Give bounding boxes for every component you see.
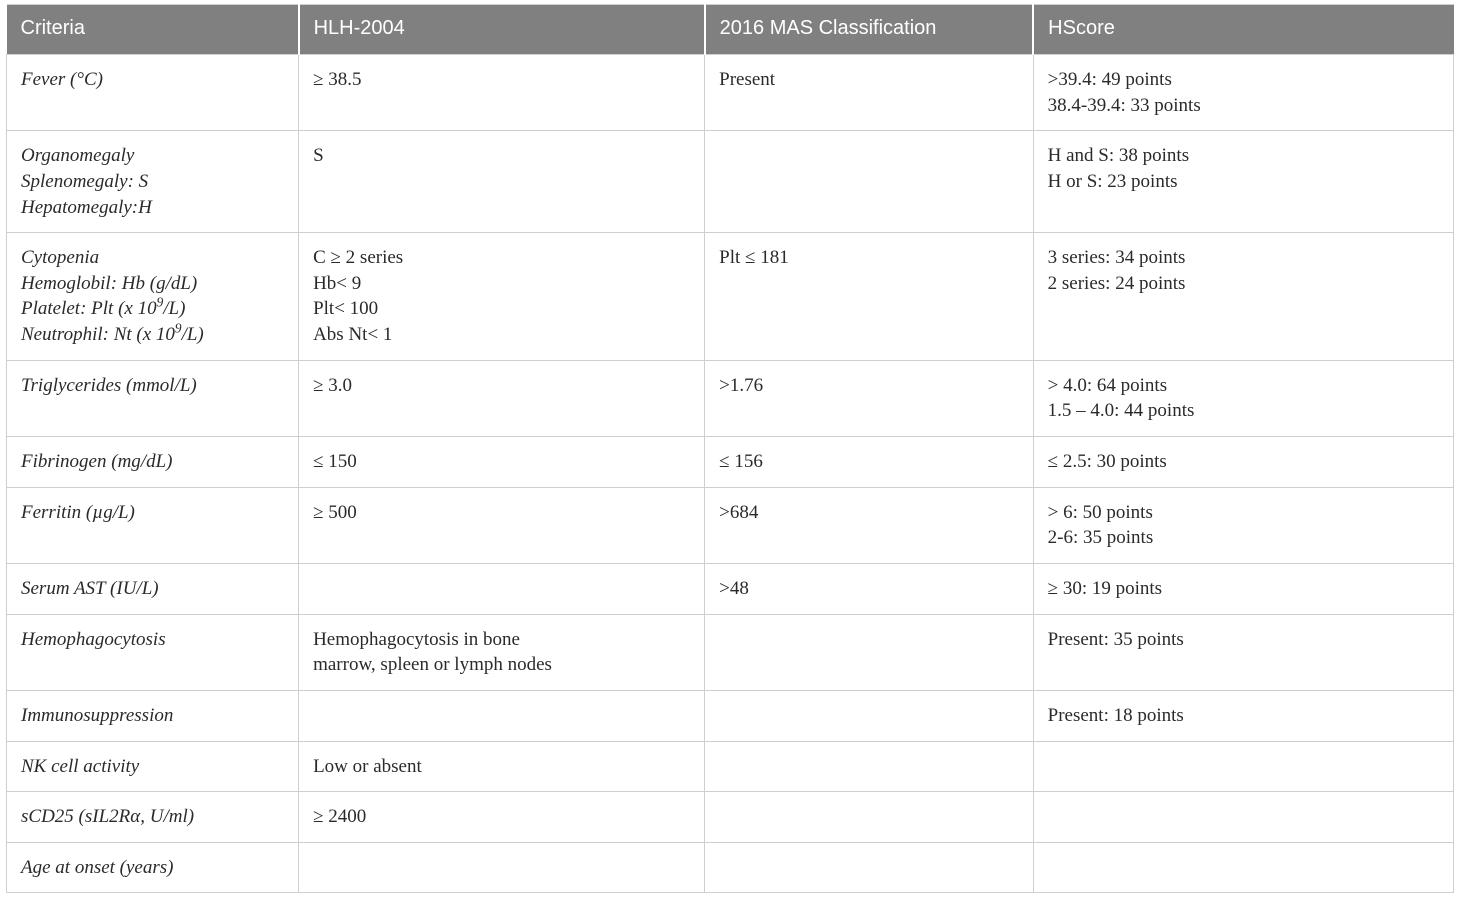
table-row: OrganomegalySplenomegaly: SHepatomegaly:… bbox=[7, 131, 1454, 233]
cell-hscore: 3 series: 34 points2 series: 24 points bbox=[1033, 233, 1453, 361]
cell-hscore: H and S: 38 pointsH or S: 23 points bbox=[1033, 131, 1453, 233]
table-row: Serum AST (IU/L) >48≥ 30: 19 points bbox=[7, 563, 1454, 614]
cell-hlh2004: C ≥ 2 seriesHb< 9Plt< 100Abs Nt< 1 bbox=[299, 233, 705, 361]
cell-mas2016 bbox=[705, 131, 1034, 233]
cell-criteria: Age at onset (years) bbox=[7, 842, 299, 893]
cell-hscore: ≥ 30: 19 points bbox=[1033, 563, 1453, 614]
criteria-table: Criteria HLH-2004 2016 MAS Classificatio… bbox=[6, 4, 1454, 893]
cell-criteria: Hemophagocytosis bbox=[7, 614, 299, 690]
cell-criteria: CytopeniaHemoglobil: Hb (g/dL)Platelet: … bbox=[7, 233, 299, 361]
cell-hlh2004: ≤ 150 bbox=[299, 437, 705, 488]
table-header: Criteria HLH-2004 2016 MAS Classificatio… bbox=[7, 5, 1454, 55]
cell-hscore: >39.4: 49 points38.4-39.4: 33 points bbox=[1033, 55, 1453, 131]
table-row: Immunosuppression Present: 18 points bbox=[7, 690, 1454, 741]
cell-criteria: Triglycerides (mmol/L) bbox=[7, 360, 299, 436]
cell-hlh2004: ≥ 38.5 bbox=[299, 55, 705, 131]
cell-mas2016: Present bbox=[705, 55, 1034, 131]
table-row: HemophagocytosisHemophagocytosis in bone… bbox=[7, 614, 1454, 690]
cell-hscore: > 6: 50 points2-6: 35 points bbox=[1033, 487, 1453, 563]
col-header-hlh2004: HLH-2004 bbox=[299, 5, 705, 55]
cell-hscore: Present: 35 points bbox=[1033, 614, 1453, 690]
table-row: sCD25 (sIL2Rα, U/ml)≥ 2400 bbox=[7, 792, 1454, 843]
cell-criteria: Ferritin (µg/L) bbox=[7, 487, 299, 563]
cell-hlh2004 bbox=[299, 563, 705, 614]
cell-hlh2004: Hemophagocytosis in bonemarrow, spleen o… bbox=[299, 614, 705, 690]
cell-mas2016: >48 bbox=[705, 563, 1034, 614]
cell-criteria: Immunosuppression bbox=[7, 690, 299, 741]
cell-criteria: Serum AST (IU/L) bbox=[7, 563, 299, 614]
table-row: NK cell activityLow or absent bbox=[7, 741, 1454, 792]
cell-hscore bbox=[1033, 741, 1453, 792]
col-header-hscore: HScore bbox=[1033, 5, 1453, 55]
col-header-mas2016: 2016 MAS Classification bbox=[705, 5, 1034, 55]
cell-mas2016 bbox=[705, 792, 1034, 843]
cell-hscore bbox=[1033, 842, 1453, 893]
table-row: Fever (°C)≥ 38.5Present>39.4: 49 points3… bbox=[7, 55, 1454, 131]
table-row: Fibrinogen (mg/dL)≤ 150≤ 156≤ 2.5: 30 po… bbox=[7, 437, 1454, 488]
col-header-criteria: Criteria bbox=[7, 5, 299, 55]
table-body: Fever (°C)≥ 38.5Present>39.4: 49 points3… bbox=[7, 55, 1454, 893]
table-row: Ferritin (µg/L)≥ 500>684> 6: 50 points2-… bbox=[7, 487, 1454, 563]
cell-hlh2004: ≥ 3.0 bbox=[299, 360, 705, 436]
cell-criteria: NK cell activity bbox=[7, 741, 299, 792]
cell-hscore: ≤ 2.5: 30 points bbox=[1033, 437, 1453, 488]
cell-criteria: Fibrinogen (mg/dL) bbox=[7, 437, 299, 488]
cell-criteria: sCD25 (sIL2Rα, U/ml) bbox=[7, 792, 299, 843]
cell-hlh2004 bbox=[299, 690, 705, 741]
cell-mas2016 bbox=[705, 614, 1034, 690]
cell-hlh2004 bbox=[299, 842, 705, 893]
cell-hscore: Present: 18 points bbox=[1033, 690, 1453, 741]
cell-hscore: > 4.0: 64 points1.5 – 4.0: 44 points bbox=[1033, 360, 1453, 436]
cell-mas2016: >684 bbox=[705, 487, 1034, 563]
cell-hlh2004: S bbox=[299, 131, 705, 233]
header-row: Criteria HLH-2004 2016 MAS Classificatio… bbox=[7, 5, 1454, 55]
table-row: CytopeniaHemoglobil: Hb (g/dL)Platelet: … bbox=[7, 233, 1454, 361]
table-row: Age at onset (years) bbox=[7, 842, 1454, 893]
table-row: Triglycerides (mmol/L)≥ 3.0>1.76> 4.0: 6… bbox=[7, 360, 1454, 436]
cell-mas2016 bbox=[705, 842, 1034, 893]
cell-criteria: Fever (°C) bbox=[7, 55, 299, 131]
cell-mas2016 bbox=[705, 741, 1034, 792]
cell-criteria: OrganomegalySplenomegaly: SHepatomegaly:… bbox=[7, 131, 299, 233]
cell-hlh2004: ≥ 500 bbox=[299, 487, 705, 563]
cell-mas2016: Plt ≤ 181 bbox=[705, 233, 1034, 361]
cell-hscore bbox=[1033, 792, 1453, 843]
cell-mas2016: >1.76 bbox=[705, 360, 1034, 436]
table-container: Criteria HLH-2004 2016 MAS Classificatio… bbox=[0, 0, 1460, 897]
cell-mas2016 bbox=[705, 690, 1034, 741]
cell-hlh2004: ≥ 2400 bbox=[299, 792, 705, 843]
cell-hlh2004: Low or absent bbox=[299, 741, 705, 792]
cell-mas2016: ≤ 156 bbox=[705, 437, 1034, 488]
